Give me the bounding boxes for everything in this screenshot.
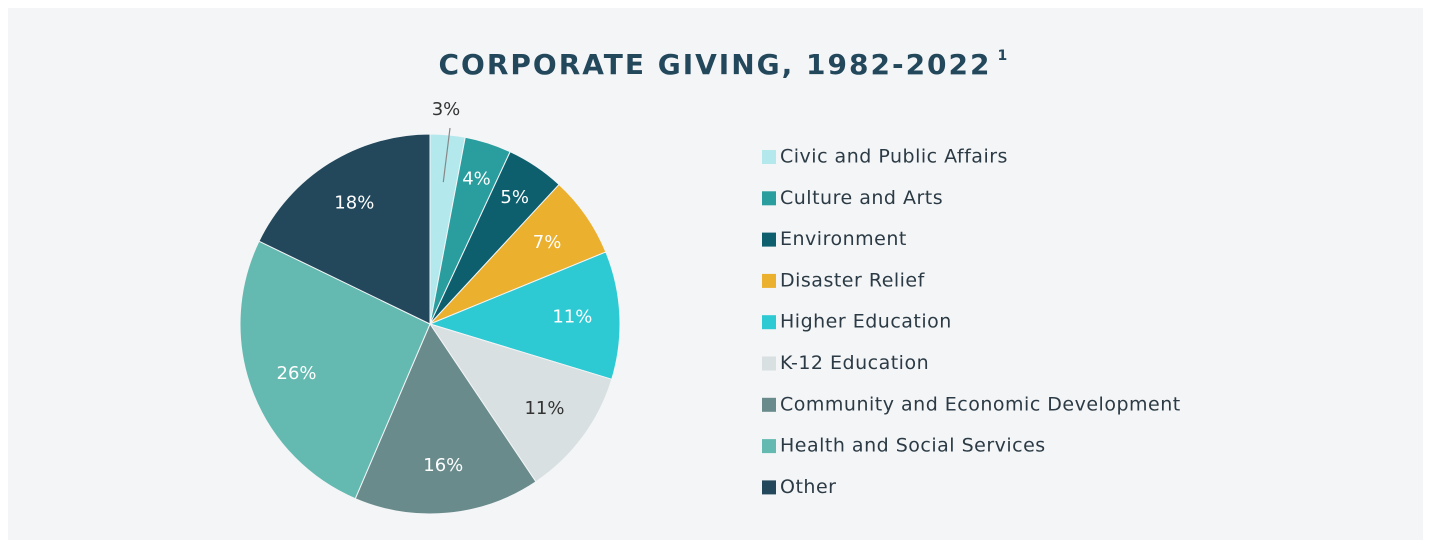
pie-slice — [239, 240, 431, 500]
panel — [8, 8, 1423, 540]
value-label: 5% — [500, 187, 529, 208]
legend-label: K-12 Education — [780, 352, 929, 374]
value-label: 11% — [552, 306, 592, 327]
value-label: 26% — [277, 363, 317, 384]
value-label: 18% — [334, 192, 374, 213]
title-note: 1 — [998, 48, 1008, 64]
legend-swatch — [762, 150, 776, 164]
legend-label: Higher Education — [780, 311, 952, 333]
pie-slice — [258, 133, 431, 325]
legend-swatch — [762, 356, 776, 371]
legend-swatch — [762, 397, 776, 412]
pie-slice — [428, 251, 621, 380]
legend-label: Environment — [780, 228, 907, 250]
value-label: 4% — [462, 168, 491, 189]
legend-label: Community and Economic Development — [780, 393, 1181, 415]
legend-swatch — [762, 315, 776, 330]
legend-label: Civic and Public Affairs — [780, 146, 1008, 168]
legend-label: Health and Social Services — [780, 435, 1046, 457]
pie-slice — [428, 323, 613, 483]
legend-label: Other — [780, 476, 836, 498]
legend-swatch — [762, 480, 776, 495]
legend-swatch — [762, 191, 776, 206]
value-label: 3% — [432, 99, 461, 120]
legend-label: Culture and Arts — [780, 187, 943, 209]
legend-swatch — [762, 273, 776, 288]
legend-label: Disaster Relief — [780, 269, 926, 291]
value-label: 7% — [533, 232, 562, 253]
chart-title: CORPORATE GIVING, 1982-2022 — [438, 48, 991, 81]
value-label: 16% — [423, 455, 463, 476]
legend-swatch — [762, 439, 776, 454]
legend-swatch — [762, 232, 776, 247]
pie-slice — [354, 322, 537, 515]
value-label: 11% — [524, 398, 564, 419]
leader-line — [442, 127, 451, 183]
